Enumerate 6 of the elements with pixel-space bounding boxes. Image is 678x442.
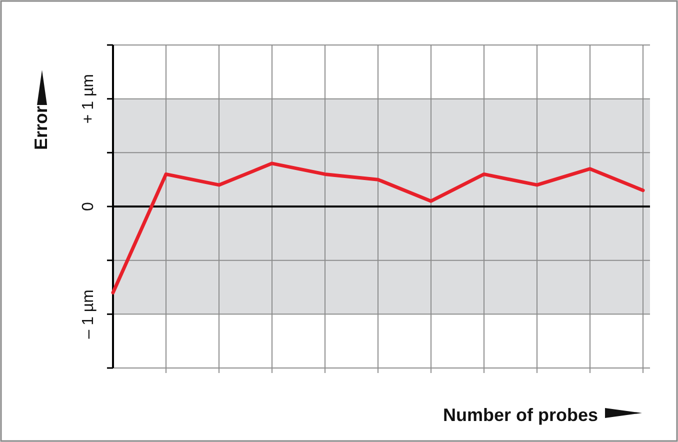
y-tick-label: – 1 µm	[80, 290, 97, 339]
x-axis-title: Number of probes	[442, 405, 598, 425]
y-tick-label: 0	[80, 202, 97, 211]
y-axis-title: Error	[31, 106, 51, 150]
line-series	[111, 162, 645, 294]
y-tick-label: + 1 µm	[80, 74, 97, 124]
